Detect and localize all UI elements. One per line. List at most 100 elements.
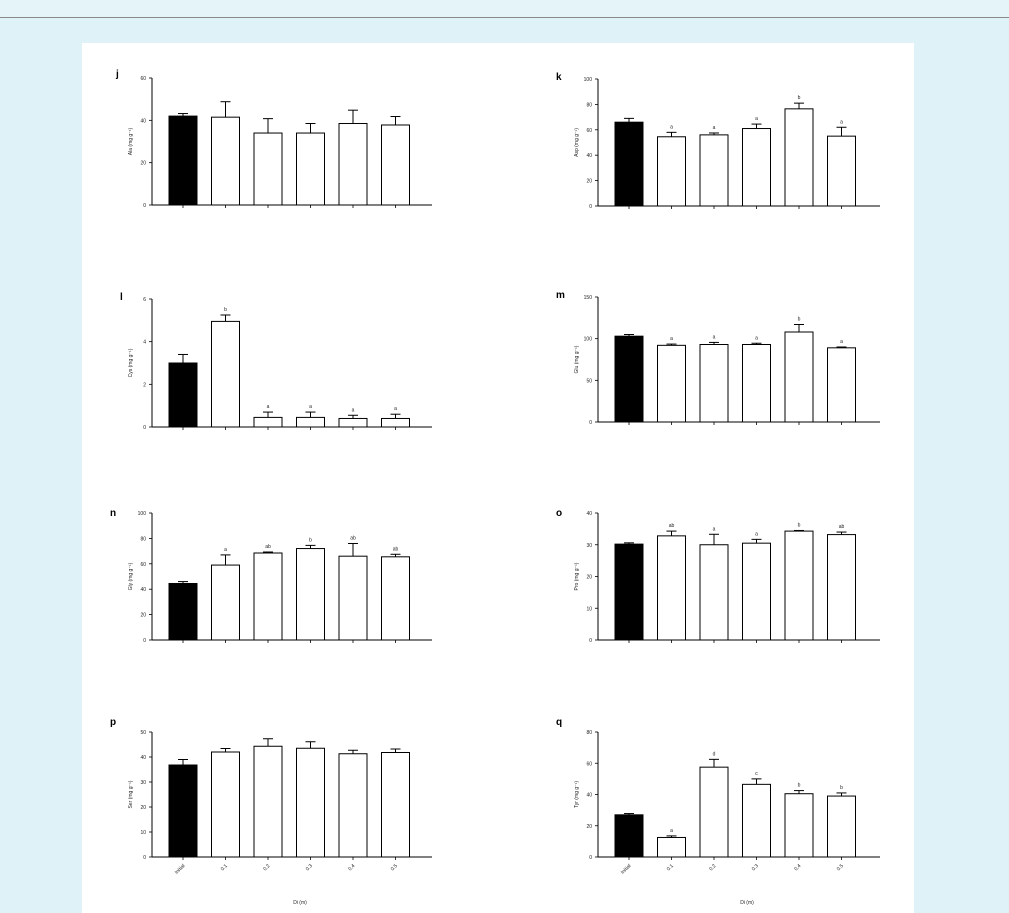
y-tick-label: 80 bbox=[586, 102, 592, 108]
y-tick-label: 40 bbox=[586, 511, 592, 517]
significance-letter: a bbox=[713, 125, 716, 131]
bar-0.2 bbox=[699, 134, 729, 207]
panel-letter-q: q bbox=[556, 717, 562, 728]
significance-letter: b bbox=[798, 95, 801, 101]
significance-letter: b bbox=[309, 537, 312, 543]
significance-letter: a bbox=[394, 406, 397, 412]
bar-0.3 bbox=[296, 548, 325, 641]
chart-panel-j: j 0 20 40 60 Ala (mg g⁻¹) bbox=[115, 69, 432, 209]
y-tick-label: 20 bbox=[140, 805, 146, 811]
bar-Initial bbox=[614, 814, 644, 858]
y-tick-label: 20 bbox=[586, 575, 592, 581]
x-tick-label: 0.3 bbox=[751, 863, 760, 872]
y-tick-label: 6 bbox=[143, 297, 146, 303]
significance-letter: a bbox=[713, 526, 716, 532]
bar-0.4 bbox=[784, 793, 814, 858]
significance-letter: c bbox=[755, 771, 758, 777]
significance-letter: a bbox=[352, 407, 355, 413]
significance-letter: b bbox=[798, 783, 801, 789]
bar-0.5 bbox=[381, 417, 410, 428]
y-tick-label: 0 bbox=[143, 638, 146, 644]
significance-letter: ab bbox=[669, 523, 675, 529]
bar-Initial bbox=[168, 582, 198, 641]
bar-0.4 bbox=[784, 530, 814, 641]
y-tick-label: 100 bbox=[138, 511, 147, 517]
y-tick-label: 0 bbox=[143, 203, 146, 209]
significance-letter: a bbox=[755, 531, 758, 537]
bar-0.5 bbox=[827, 135, 856, 207]
x-tick-label: Initial bbox=[174, 863, 187, 876]
chart-panel-m: m 0 50 100 150 Glu (mg g⁻¹) a a a b a bbox=[556, 290, 880, 426]
significance-letter: ab bbox=[265, 544, 271, 550]
bar-0.4 bbox=[338, 753, 368, 858]
panel-letter-n: n bbox=[110, 508, 116, 519]
bar-0.1 bbox=[657, 344, 686, 423]
bar-0.3 bbox=[742, 783, 771, 858]
bar-Initial bbox=[168, 115, 198, 206]
bar-Initial bbox=[168, 764, 198, 858]
x-tick-label: 0.1 bbox=[220, 863, 229, 872]
significance-letter: a bbox=[755, 335, 758, 341]
significance-letter: a bbox=[755, 116, 758, 122]
y-tick-label: 60 bbox=[586, 761, 592, 767]
bar-0.3 bbox=[742, 128, 771, 207]
chart-panel-l: l 0 2 4 6 Cys (mg g⁻¹) b a a a a bbox=[120, 292, 432, 431]
significance-letter: ab bbox=[839, 524, 845, 530]
bar-0.4 bbox=[338, 555, 368, 641]
x-tick-label: 0.1 bbox=[666, 863, 675, 872]
significance-letter: a bbox=[713, 334, 716, 340]
x-tick-label: 0.4 bbox=[347, 863, 356, 872]
bar-0.1 bbox=[211, 564, 240, 641]
x-tick-label: Initial bbox=[620, 863, 633, 876]
significance-letter: a bbox=[840, 339, 843, 345]
bar-0.4 bbox=[338, 123, 368, 206]
bar-0.2 bbox=[253, 552, 283, 641]
bar-0.2 bbox=[699, 544, 729, 641]
bar-0.3 bbox=[742, 542, 771, 641]
y-tick-label: 0 bbox=[589, 420, 592, 426]
y-tick-label: 100 bbox=[584, 337, 593, 343]
bar-0.1 bbox=[211, 751, 240, 858]
bar-0.3 bbox=[296, 132, 325, 206]
y-tick-label: 20 bbox=[140, 613, 146, 619]
bar-0.1 bbox=[657, 535, 686, 641]
significance-letter: b bbox=[224, 307, 227, 313]
y-tick-label: 40 bbox=[586, 153, 592, 159]
y-tick-label: 0 bbox=[589, 204, 592, 210]
bar-Initial bbox=[614, 543, 644, 641]
chart-panel-k: k 0 20 40 60 80 100 Asp (mg g⁻¹) a a a b a bbox=[556, 72, 880, 210]
y-tick-label: 80 bbox=[586, 730, 592, 736]
y-tick-label: 20 bbox=[586, 179, 592, 185]
y-tick-label: 50 bbox=[140, 730, 146, 736]
significance-letter: b bbox=[798, 522, 801, 528]
x-tick-label: 0.2 bbox=[262, 863, 271, 872]
significance-letter: a bbox=[670, 124, 673, 130]
y-tick-label: 40 bbox=[140, 755, 146, 761]
y-tick-label: 20 bbox=[140, 161, 146, 167]
y-tick-label: 10 bbox=[140, 830, 146, 836]
significance-letter: d bbox=[713, 751, 716, 757]
panel-letter-o: o bbox=[556, 508, 562, 519]
y-axis-label: Gly (mg g⁻¹) bbox=[128, 562, 134, 590]
y-axis-label: Pro (mg g⁻¹) bbox=[574, 562, 580, 590]
bar-0.5 bbox=[827, 795, 856, 858]
x-tick-label: 0.3 bbox=[305, 863, 314, 872]
y-tick-label: 10 bbox=[586, 606, 592, 612]
bar-0.1 bbox=[657, 136, 686, 207]
chart-panel-p: p 0 10 20 30 40 50 Ser (mg g⁻¹) Initial 0.1 0.2 0.3… bbox=[110, 717, 432, 906]
x-tick-label: 0.4 bbox=[793, 863, 802, 872]
bar-0.3 bbox=[296, 416, 325, 428]
bar-Initial bbox=[614, 121, 644, 207]
panel-letter-j: j bbox=[115, 69, 119, 80]
y-tick-label: 80 bbox=[140, 536, 146, 542]
bar-0.4 bbox=[784, 331, 814, 423]
panel-letter-k: k bbox=[556, 72, 562, 83]
bar-0.1 bbox=[657, 836, 686, 858]
significance-letter: a bbox=[224, 547, 227, 553]
panel-letter-l: l bbox=[120, 292, 123, 303]
chart-panel-n: n 0 20 40 60 80 100 Gly (mg g⁻¹) a ab b ab ab bbox=[110, 508, 432, 644]
y-axis-label: Asp (mg g⁻¹) bbox=[574, 128, 580, 157]
y-tick-label: 4 bbox=[143, 340, 146, 346]
y-tick-label: 2 bbox=[143, 382, 146, 388]
